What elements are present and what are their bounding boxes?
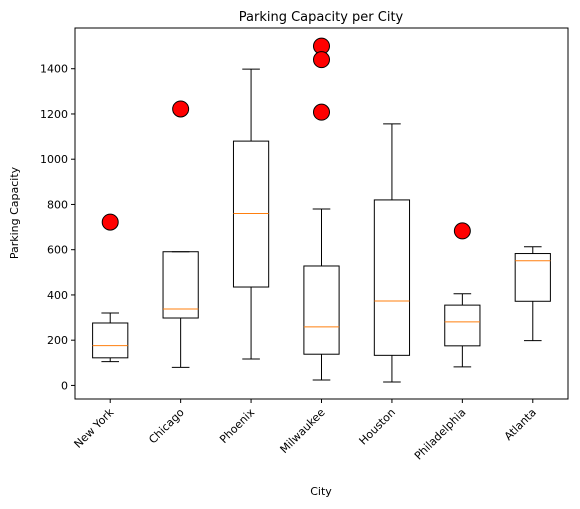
x-tick-label: Philadelphia bbox=[412, 406, 469, 463]
y-tick-label: 1200 bbox=[40, 108, 68, 121]
outlier-point bbox=[313, 51, 330, 69]
box-new-york bbox=[92, 213, 129, 363]
box-phoenix bbox=[232, 68, 270, 360]
x-tick-label: Atlanta bbox=[502, 406, 539, 443]
box-body bbox=[373, 199, 411, 356]
box-body bbox=[92, 322, 129, 359]
y-tick-label: 200 bbox=[47, 334, 68, 347]
y-tick-label: 0 bbox=[61, 379, 68, 392]
y-tick-label: 1400 bbox=[40, 63, 68, 76]
outlier-point bbox=[172, 100, 190, 118]
x-tick-label: Milwaukee bbox=[278, 406, 328, 456]
y-tick-label: 800 bbox=[47, 198, 68, 211]
x-axis: New York Chicago Phoenix Milwaukee Houston Ph… bbox=[72, 399, 539, 463]
x-axis-label: City bbox=[310, 485, 332, 498]
box-body bbox=[444, 304, 481, 347]
box-body bbox=[514, 253, 551, 302]
box-atlanta bbox=[514, 246, 551, 342]
box-philadelphia bbox=[444, 222, 481, 368]
chart-title: Parking Capacity per City bbox=[239, 10, 404, 25]
y-axis-label: Parking Capacity bbox=[8, 166, 21, 259]
box-milwaukee bbox=[303, 37, 340, 381]
box-chicago bbox=[162, 100, 199, 368]
box-houston bbox=[373, 123, 411, 383]
box-body bbox=[162, 251, 199, 319]
outlier-point bbox=[101, 213, 119, 231]
y-tick-label: 400 bbox=[47, 289, 68, 302]
y-tick-label: 600 bbox=[47, 244, 68, 257]
y-axis: 0 200 400 600 800 1000 1200 1400 bbox=[40, 63, 75, 392]
x-tick-label: New York bbox=[72, 405, 117, 450]
x-tick-label: Phoenix bbox=[217, 406, 257, 446]
outlier-point bbox=[313, 103, 330, 121]
outlier-point bbox=[453, 222, 471, 240]
box-body bbox=[303, 265, 340, 355]
box-plots bbox=[92, 37, 551, 383]
box-body bbox=[232, 140, 270, 288]
x-tick-label: Chicago bbox=[146, 406, 187, 447]
x-tick-label: Houston bbox=[357, 406, 399, 448]
y-tick-label: 1000 bbox=[40, 153, 68, 166]
